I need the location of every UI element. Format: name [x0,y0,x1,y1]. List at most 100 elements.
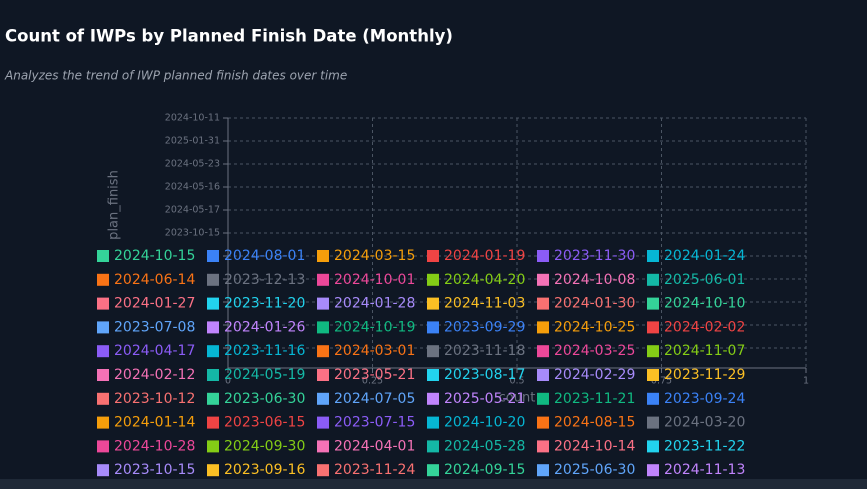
legend-label: 2024-07-05 [334,391,415,407]
legend-swatch [427,369,439,381]
legend-label: 2023-05-21 [334,367,415,383]
legend-label: 2024-01-28 [334,296,415,312]
legend-swatch [97,321,109,334]
legend-swatch [647,369,659,381]
legend-swatch [427,464,439,477]
legend-swatch [317,416,329,429]
x-tick-label: 0.75 [651,376,672,387]
legend-swatch [427,345,439,358]
legend-swatch [427,440,439,453]
legend-label: 2024-05-28 [444,438,525,454]
legend-swatch [537,392,549,405]
legend-swatch [317,250,329,262]
legend-label: 2024-03-25 [554,343,635,359]
legend-swatch [97,369,109,381]
legend-swatch [427,297,439,310]
legend-label: 2023-11-29 [664,367,745,383]
legend-swatch [537,416,549,429]
legend-label: 2024-04-01 [334,438,415,454]
legend-swatch [647,464,659,477]
legend-swatch [537,345,549,358]
legend-swatch [647,392,659,405]
legend-label: 2024-06-14 [114,272,195,288]
legend-swatch [207,440,219,453]
legend-label: 2024-02-29 [554,367,635,383]
legend-swatch [317,464,329,477]
chart-subtitle: Analyzes the trend of IWP planned finish… [4,69,347,83]
legend-swatch [537,297,549,310]
legend-swatch [427,321,439,334]
x-axis-title: count [499,391,536,406]
legend-label: 2025-06-30 [554,462,635,478]
legend-label: 2024-02-02 [664,319,745,335]
legend-label: 2024-03-01 [334,343,415,359]
legend-swatch [317,345,329,358]
y-axis-title: plan_finish [107,170,122,240]
legend-label: 2024-10-20 [444,415,525,431]
legend-swatch [427,250,439,262]
legend-label: 2024-10-25 [554,319,635,335]
legend-swatch [97,345,109,358]
legend-label: 2024-10-10 [664,296,745,312]
legend-label: 2024-03-15 [334,248,415,264]
legend-swatch [427,416,439,429]
x-tick-label: 0.25 [362,376,383,387]
legend-label: 2024-10-19 [334,319,415,335]
legend-swatch [647,416,659,429]
legend-label: 2023-11-22 [664,438,745,454]
legend-swatch [97,392,109,405]
y-tick-label: 2024-10-11 [165,113,220,124]
legend-label: 2024-01-30 [554,296,635,312]
legend-swatch [647,297,659,310]
legend-label: 2024-01-24 [664,248,745,264]
legend-swatch [317,392,329,405]
legend-label: 2024-02-12 [114,367,195,383]
legend-label: 2023-11-20 [224,296,305,312]
legend-label: 2024-08-15 [554,415,635,431]
legend-label: 2024-11-13 [664,462,745,478]
legend-label: 2024-08-01 [224,248,305,264]
x-tick-label: 0 [225,376,231,387]
legend-label: 2023-07-08 [114,319,195,335]
legend-swatch [207,250,219,262]
legend-swatch [647,273,659,286]
legend-swatch [647,250,659,262]
legend-swatch [427,273,439,286]
y-tick-label: 2024-05-16 [165,182,220,193]
x-tick-label: 0.5 [509,376,524,387]
legend-swatch [97,440,109,453]
legend-swatch [647,321,659,334]
legend-label: 2025-05-21 [444,391,525,407]
legend-swatch [207,392,219,405]
legend-label: 2024-09-15 [444,462,525,478]
y-tick-label: 2023-10-15 [165,228,220,239]
legend-swatch [317,440,329,453]
legend-label: 2023-11-16 [224,343,305,359]
legend-label: 2024-10-14 [554,438,635,454]
legend-label: 2024-10-08 [554,272,635,288]
legend-swatch [647,345,659,358]
legend-label: 2024-04-20 [444,272,525,288]
legend-swatch [537,321,549,334]
legend-label: 2023-11-21 [554,391,635,407]
legend-label: 2023-10-12 [114,391,195,407]
legend-label: 2024-11-07 [664,343,745,359]
scrollbar-track [0,479,867,489]
legend-swatch [647,440,659,453]
legend-label: 2023-09-16 [224,462,305,478]
legend-swatch [97,464,109,477]
legend-swatch [537,464,549,477]
legend-swatch [207,416,219,429]
legend-label: 2023-08-17 [444,367,525,383]
legend-swatch [317,369,329,381]
legend-label: 2024-03-20 [664,415,745,431]
legend-swatch [207,369,219,381]
legend-label: 2024-09-30 [224,438,305,454]
legend-label: 2023-07-15 [334,415,415,431]
y-tick-label: 2025-01-31 [165,136,220,147]
legend-swatch [207,297,219,310]
chart-title: Count of IWPs by Planned Finish Date (Mo… [5,27,453,46]
legend-swatch [537,250,549,262]
